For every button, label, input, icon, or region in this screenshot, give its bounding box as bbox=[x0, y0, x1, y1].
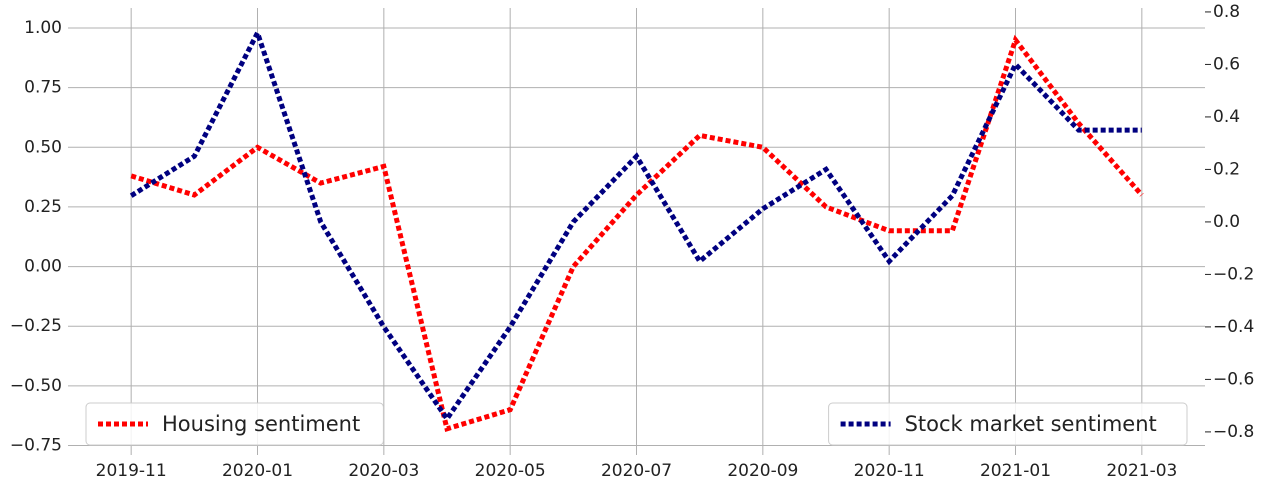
y-tick-label: −0.50 bbox=[10, 376, 62, 396]
y2-tick-label: −0.6 bbox=[1213, 369, 1254, 389]
legend: Stock market sentiment bbox=[828, 402, 1188, 446]
y-tick-label: −0.75 bbox=[10, 435, 62, 455]
y2-tick-label: 0.4 bbox=[1213, 107, 1240, 127]
y-tick-label: −0.25 bbox=[10, 316, 62, 336]
y2-tick-label: −0.4 bbox=[1213, 317, 1254, 337]
y2-tick-label: 0.2 bbox=[1213, 159, 1240, 179]
y2-tick-label: −0.8 bbox=[1213, 422, 1254, 442]
x-tick-label: 2020-07 bbox=[601, 461, 672, 481]
legend: Housing sentiment bbox=[85, 402, 384, 446]
x-tick-label: 2020-05 bbox=[475, 461, 546, 481]
y2-tick-label: −0.2 bbox=[1213, 264, 1254, 284]
y-tick-label: 0.00 bbox=[24, 257, 62, 277]
legend-label: Housing sentiment bbox=[162, 412, 360, 436]
x-tick-label: 2020-01 bbox=[222, 461, 293, 481]
legend-box bbox=[85, 402, 384, 446]
y-tick-label: 0.25 bbox=[24, 197, 62, 217]
y-tick-label: 0.75 bbox=[24, 78, 62, 98]
y2-tick-label: 0.6 bbox=[1213, 54, 1240, 74]
legend-box bbox=[828, 402, 1188, 446]
legend-label: Stock market sentiment bbox=[905, 412, 1157, 436]
y-tick-label: 1.00 bbox=[24, 18, 62, 38]
x-tick-label: 2020-11 bbox=[854, 461, 925, 481]
y2-tick-label: 0.0 bbox=[1213, 212, 1240, 232]
x-tick-label: 2021-01 bbox=[980, 461, 1051, 481]
x-tick-label: 2020-03 bbox=[348, 461, 419, 481]
x-tick-label: 2019-11 bbox=[96, 461, 167, 481]
series-line bbox=[130, 34, 1144, 432]
y-tick-label: 0.50 bbox=[24, 137, 62, 157]
x-tick-label: 2021-03 bbox=[1106, 461, 1177, 481]
y2-tick-label: 0.8 bbox=[1213, 2, 1240, 22]
series-line bbox=[129, 26, 1142, 424]
x-tick-label: 2020-09 bbox=[727, 461, 798, 481]
